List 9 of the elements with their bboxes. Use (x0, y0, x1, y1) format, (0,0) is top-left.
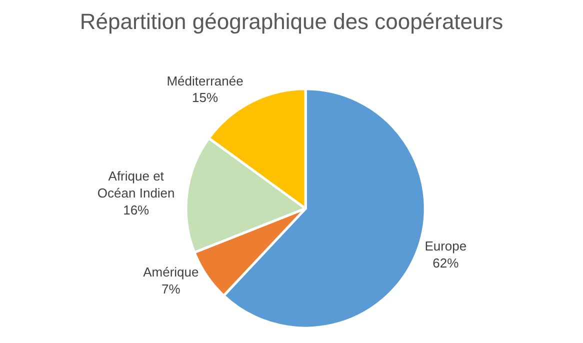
data-label: 15% (192, 90, 218, 106)
data-label: 16% (123, 202, 150, 218)
chart-title: Répartition géographique des coopérateurs (80, 9, 504, 34)
slice-label: Amérique (143, 264, 199, 280)
slice-label: Europe (424, 238, 467, 254)
data-label: 7% (162, 282, 181, 297)
slice-label: Méditerranée (166, 73, 244, 88)
slice-label: Afrique et Océan Indien (97, 168, 175, 201)
data-label: 62% (432, 256, 460, 271)
